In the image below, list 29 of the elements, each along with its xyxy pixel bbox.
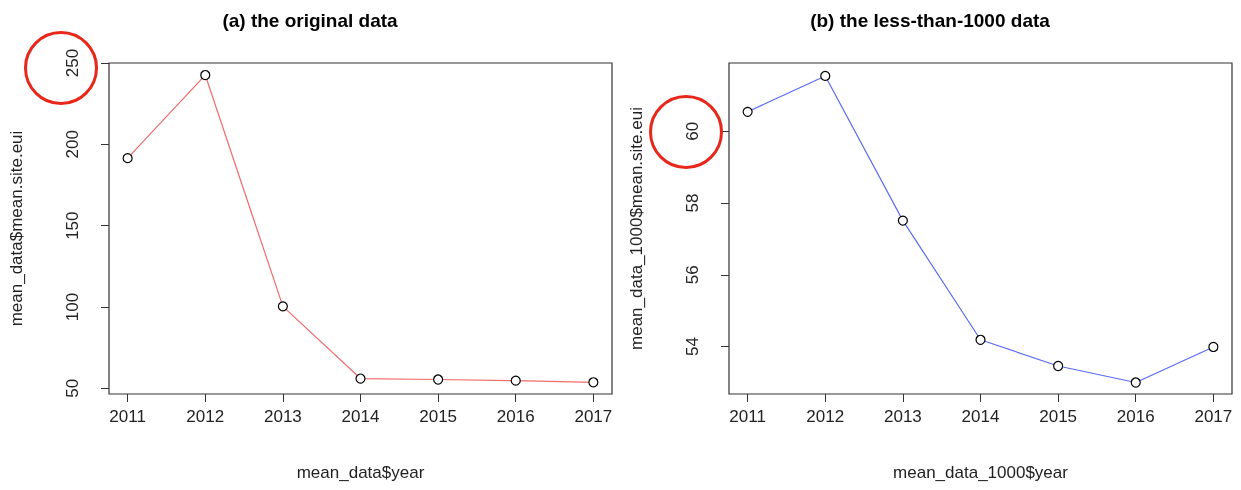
x-tick-label: 2011 xyxy=(729,407,766,426)
x-tick-label: 2016 xyxy=(1116,407,1155,426)
y-tick-label: 50 xyxy=(63,378,82,398)
x-axis-title: mean_data$year xyxy=(296,463,425,482)
x-axis-title: mean_data_1000$year xyxy=(893,463,1069,482)
x-tick-label: 2012 xyxy=(806,407,845,426)
x-tick-label: 2015 xyxy=(419,407,458,426)
x-tick-label: 2017 xyxy=(574,407,613,426)
y-tick-label: 250 xyxy=(63,48,82,78)
y-axis-title: mean_data_1000$mean.site.eui xyxy=(627,107,646,350)
x-tick-label: 2013 xyxy=(883,407,922,426)
x-tick-label: 2013 xyxy=(263,407,302,426)
x-tick-label: 2014 xyxy=(961,407,1000,426)
chart-title: (a) the original data xyxy=(222,10,399,31)
y-tick-label: 100 xyxy=(63,292,82,322)
x-tick-label: 2017 xyxy=(1194,407,1233,426)
x-tick-label: 2012 xyxy=(186,407,225,426)
y-tick-label: 60 xyxy=(683,121,702,141)
y-tick-label: 200 xyxy=(63,130,82,159)
x-tick-label: 2011 xyxy=(109,407,146,426)
x-tick-label: 2016 xyxy=(496,407,535,426)
y-tick-label: 56 xyxy=(683,265,702,285)
x-tick-label: 2015 xyxy=(1039,407,1078,426)
y-tick-label: 150 xyxy=(63,211,82,240)
y-tick-label: 54 xyxy=(683,337,702,357)
chart-title: (b) the less-than-1000 data xyxy=(810,10,1051,31)
x-tick-label: 2014 xyxy=(341,407,380,426)
y-tick-label: 58 xyxy=(683,193,702,213)
y-axis-title: mean_data$mean.site.eui xyxy=(7,130,26,327)
